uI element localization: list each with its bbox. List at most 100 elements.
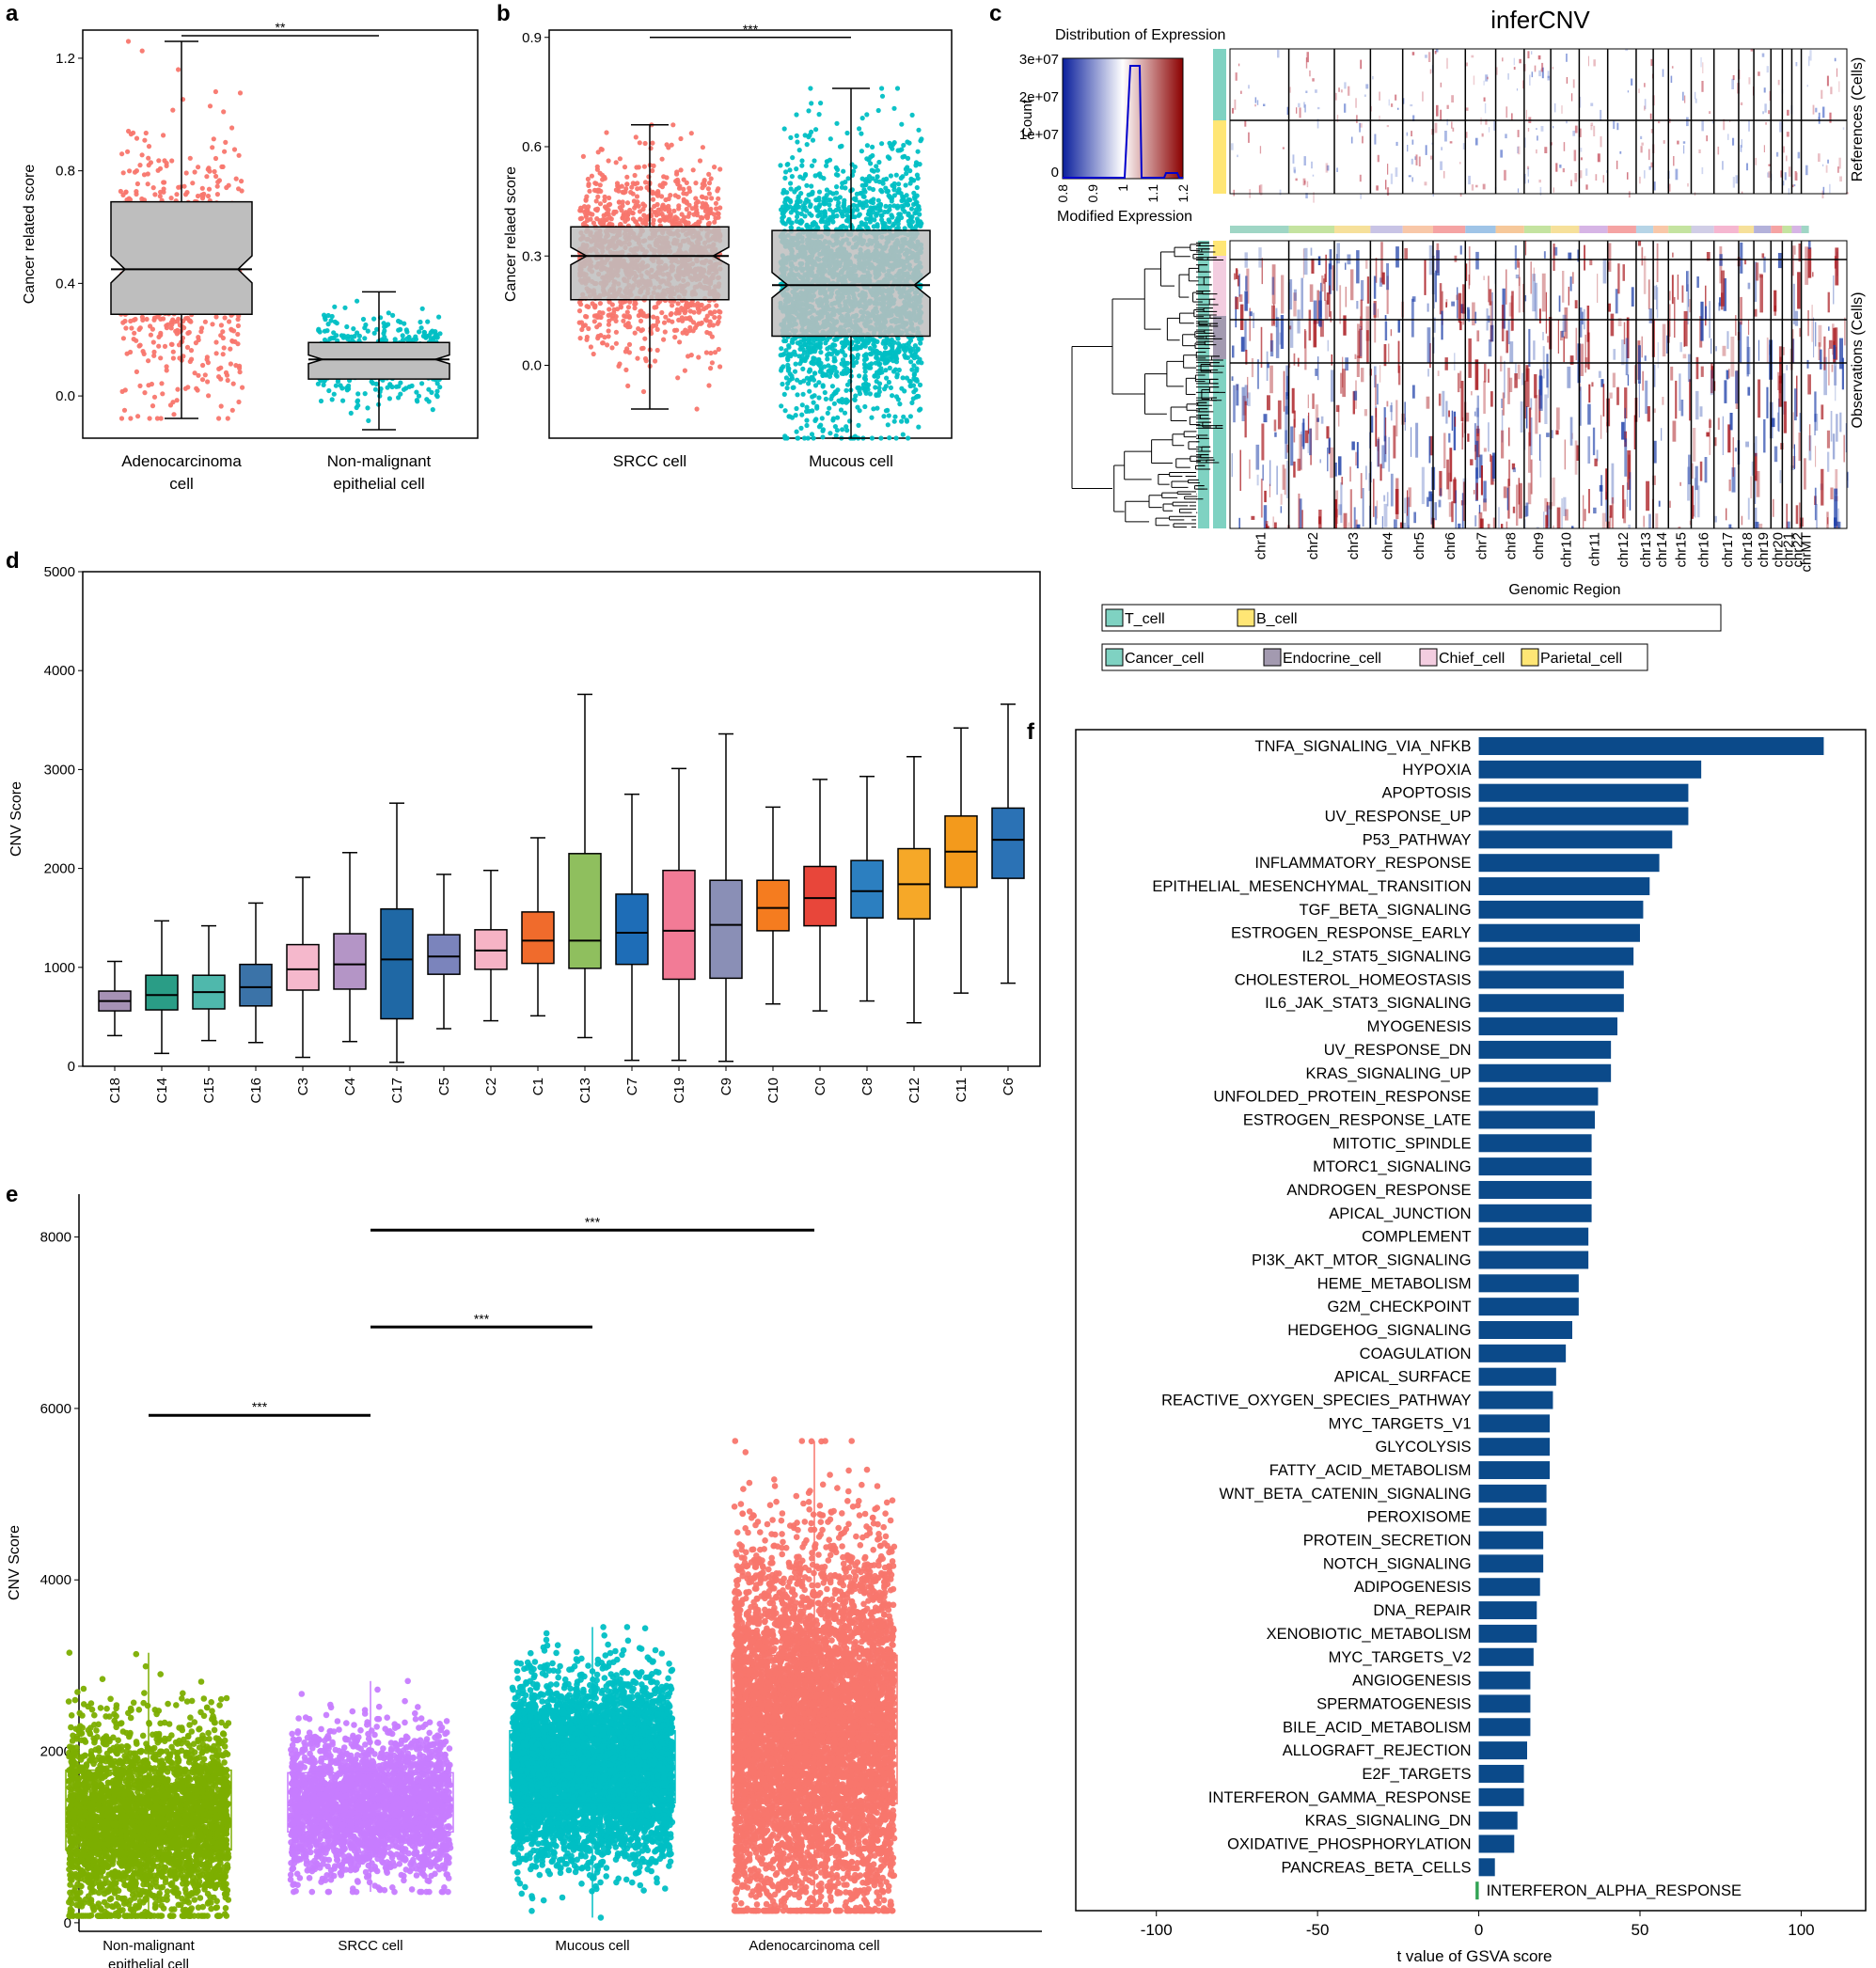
data-point [796,194,801,199]
data-point [141,172,148,178]
data-point [624,174,630,180]
data-point [674,177,681,182]
data-point [872,373,877,379]
data-point [672,193,678,198]
data-point [833,433,839,438]
data-point [890,393,895,399]
data-point [699,320,704,325]
data-point [137,342,143,348]
data-point [607,214,613,220]
data-point [433,334,439,339]
data-point [134,181,140,187]
data-point [829,384,836,389]
data-point [425,319,431,324]
data-point [804,417,810,423]
data-point [852,164,858,170]
data-point [809,163,815,168]
data-point [622,165,628,170]
data-point [120,336,126,341]
data-point [841,168,846,174]
data-point [855,385,860,391]
data-point [329,397,335,402]
data-point [142,390,148,396]
data-point [365,405,370,411]
data-point [709,311,715,317]
data-point [875,338,880,344]
data-point [223,370,229,375]
data-point [591,319,597,324]
data-point [700,185,705,191]
data-point [212,168,217,175]
data-point [382,328,387,334]
data-point [885,422,891,428]
data-point [824,163,829,168]
data-point [169,341,175,347]
data-point [607,195,612,201]
data-point [623,214,629,220]
data-point [706,191,713,197]
data-point [331,391,337,397]
data-point [119,151,125,157]
data-point [878,187,884,193]
data-point [174,398,180,403]
data-point [865,225,871,230]
data-point [904,375,910,381]
panel-a-boxes [110,40,450,431]
data-point [236,152,242,158]
data-point [802,213,808,219]
data-point [123,189,129,195]
box-0 [110,200,253,316]
data-point [784,162,790,167]
data-point [700,145,706,150]
data-point [207,168,213,174]
data-point [814,405,820,411]
data-point [186,318,193,323]
data-point [899,386,905,391]
data-point [782,175,788,181]
data-point [824,159,830,165]
panel-letter-c: c [989,1,1001,26]
data-point [671,221,677,227]
data-point [704,213,711,219]
data-point [618,305,624,310]
data-point [170,107,176,113]
data-point [583,197,589,203]
data-point [834,213,840,219]
data-point [888,173,894,179]
data-point [880,356,886,362]
data-point [587,188,592,194]
data-point [864,143,871,149]
data-point [709,334,716,339]
data-point [643,221,649,227]
data-point [828,136,833,142]
data-point [160,391,166,397]
data-point [787,167,793,173]
data-point [624,181,630,187]
data-point [871,406,876,412]
panel-a-axis: 0.00.40.81.2 [55,51,83,404]
data-point [809,432,815,437]
data-point [703,305,709,310]
data-point [623,314,629,320]
data-point [666,203,671,209]
data-point [886,413,891,418]
data-point [908,359,914,365]
data-point [128,349,134,355]
data-point [315,381,321,386]
data-point [604,130,609,135]
data-point [862,386,868,392]
data-point [231,147,238,152]
data-point [386,396,392,401]
data-point [899,418,905,424]
y-tick-label-2: 0.8 [55,164,75,180]
data-point [152,192,158,197]
x-tick-label-1-0: Non-malignant [327,452,432,470]
data-point [236,399,242,405]
data-point [403,386,409,391]
data-point [706,171,712,177]
data-point [611,310,617,316]
data-point [684,206,689,213]
data-point [621,190,627,196]
data-point [912,196,918,201]
data-point [699,194,705,199]
